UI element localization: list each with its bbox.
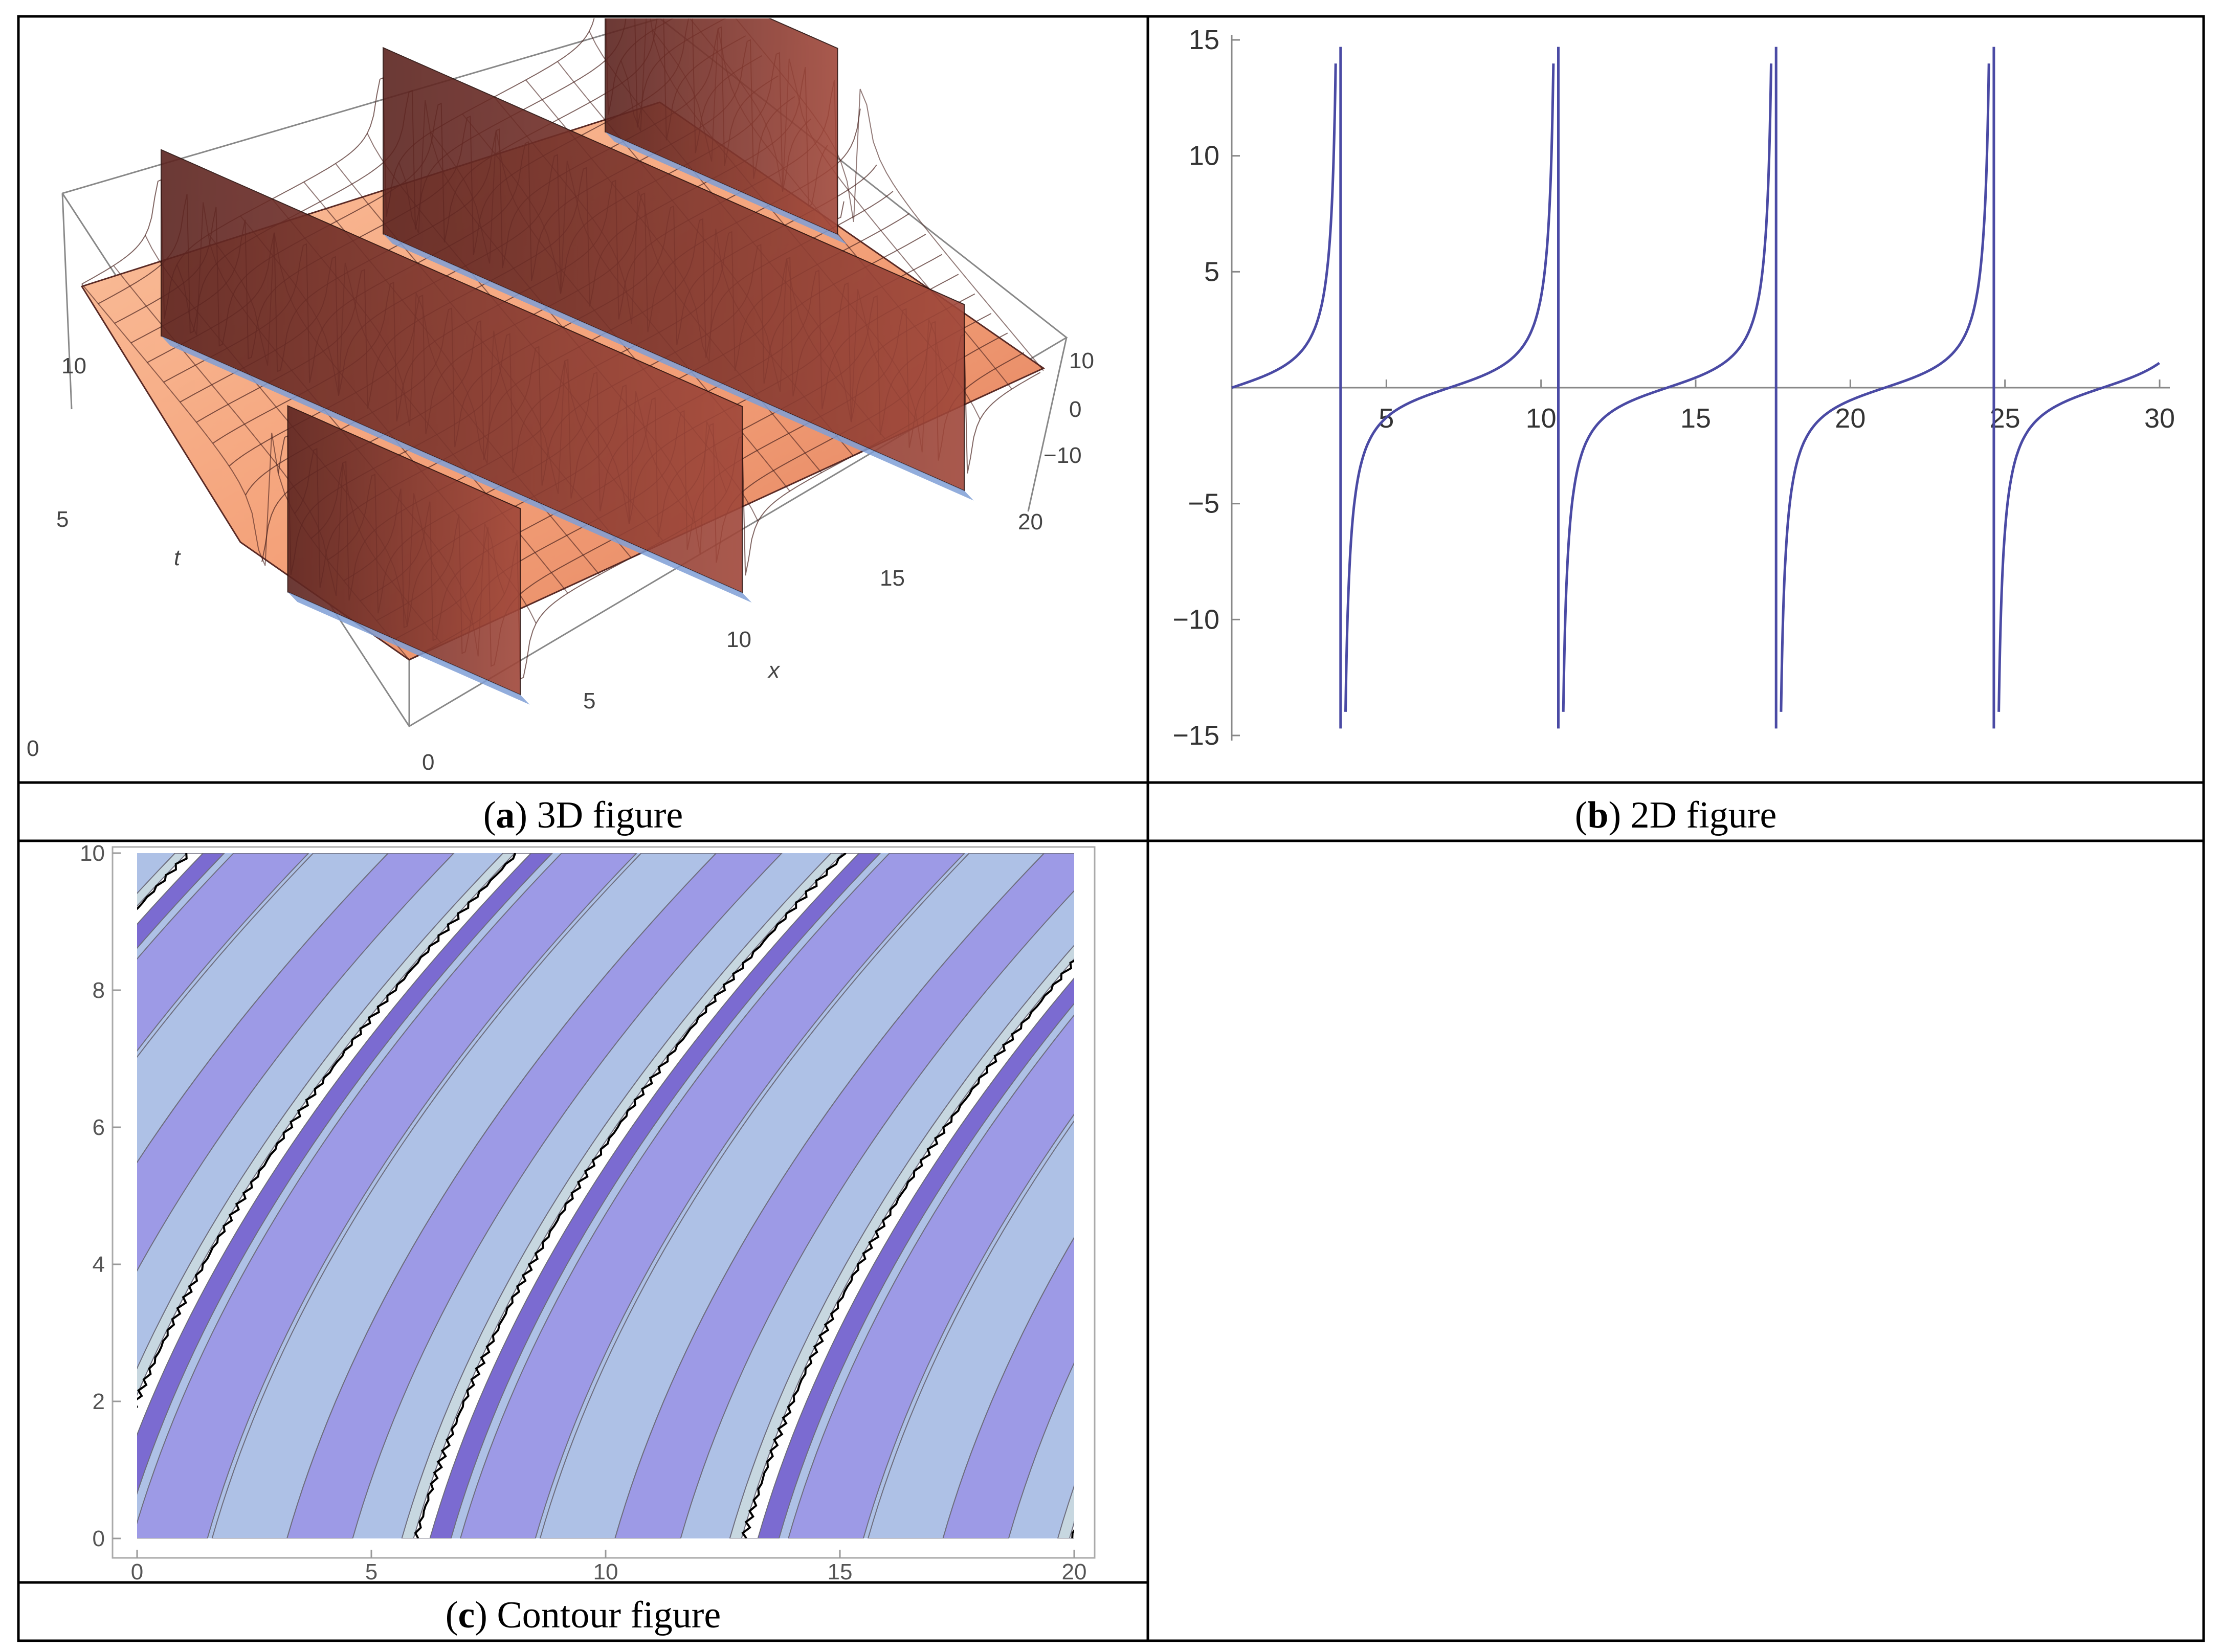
c-x-tick-label: 20 bbox=[1062, 1559, 1087, 1584]
c-singular-line bbox=[741, 959, 1074, 1538]
c-band bbox=[286, 853, 783, 1538]
b-y-tick-label: 15 bbox=[1189, 25, 1219, 55]
panel-contour: 0 5 10 15 20 0 2 4 6 8 10 bbox=[0, 841, 2094, 1584]
axis-x: 0 5 10 15 20 x bbox=[422, 509, 1043, 775]
t-axis-label: t bbox=[174, 545, 181, 570]
b-x-tick-label: 20 bbox=[1835, 403, 1865, 434]
c-band bbox=[1386, 853, 1841, 1538]
c-band bbox=[1069, 1521, 1074, 1538]
underside bbox=[287, 592, 530, 705]
b-y-tick-label: −5 bbox=[1188, 488, 1219, 519]
c-band bbox=[459, 853, 966, 1538]
caption-a: (a) 3D figure bbox=[483, 794, 683, 836]
c-x-tick-label: 15 bbox=[828, 1559, 853, 1584]
c-band bbox=[1445, 853, 1949, 1538]
c-ticks: 0 5 10 15 20 0 2 4 6 8 10 bbox=[80, 841, 1086, 1584]
caption-c: (c) Contour figure bbox=[446, 1594, 721, 1636]
c-band bbox=[1524, 853, 2028, 1538]
x-tick-3: 15 bbox=[880, 566, 905, 591]
c-band bbox=[137, 853, 389, 1164]
underside bbox=[383, 234, 974, 501]
c-y-tick-label: 0 bbox=[93, 1526, 105, 1551]
b-x-tick-label: 10 bbox=[1526, 403, 1557, 434]
c-band bbox=[1196, 853, 1700, 1538]
underside bbox=[605, 131, 847, 244]
c-singular-line bbox=[1398, 853, 1829, 1538]
c-band bbox=[788, 1014, 1074, 1538]
b-y-tick-label: 5 bbox=[1204, 256, 1219, 287]
c-frame bbox=[112, 846, 1096, 1559]
c-y-tick-label: 8 bbox=[93, 978, 105, 1003]
b-x-tick-label: 15 bbox=[1680, 403, 1711, 434]
b-y-tick-label: −10 bbox=[1172, 604, 1219, 635]
c-band bbox=[0, 853, 60, 1538]
x-tick-0: 0 bbox=[422, 750, 434, 775]
underside bbox=[161, 336, 752, 603]
x-axis-label: x bbox=[767, 658, 781, 683]
c-band bbox=[1116, 853, 1620, 1538]
c-band bbox=[429, 853, 881, 1538]
c-band bbox=[1086, 853, 1536, 1538]
z-tick-1: 0 bbox=[1069, 397, 1081, 422]
z-tick-2: −10 bbox=[1043, 443, 1082, 468]
c-band bbox=[137, 853, 637, 1538]
t-tick-2: 10 bbox=[61, 353, 86, 378]
c-band bbox=[942, 1236, 1074, 1538]
x-tick-4: 20 bbox=[1018, 509, 1043, 534]
b-curve bbox=[1231, 47, 2161, 729]
axis-z: 10 0 −10 bbox=[1043, 348, 1094, 468]
c-singular-line bbox=[1071, 1521, 1074, 1538]
b-y-tick-label: 10 bbox=[1189, 141, 1219, 171]
b-y-tick-label: −15 bbox=[1172, 720, 1219, 751]
c-band bbox=[1271, 853, 1766, 1538]
t-tick-1: 5 bbox=[56, 507, 69, 532]
table-grid bbox=[17, 15, 2205, 1642]
c-band bbox=[1397, 853, 1846, 1538]
c-y-tick-label: 4 bbox=[93, 1252, 105, 1277]
c-x-tick-label: 0 bbox=[131, 1559, 143, 1584]
c-y-tick-label: 6 bbox=[93, 1115, 105, 1140]
c-singular-line bbox=[137, 853, 517, 1408]
z-tick-0: 10 bbox=[1069, 348, 1094, 373]
c-band bbox=[1414, 853, 1864, 1538]
c-band bbox=[1599, 853, 2094, 1538]
b-x-tick-label: 30 bbox=[2144, 403, 2175, 434]
x-tick-2: 10 bbox=[726, 627, 751, 652]
c-y-tick-label: 10 bbox=[80, 841, 105, 866]
axis-t: 0 5 10 t bbox=[27, 353, 181, 761]
c-x-tick-label: 5 bbox=[365, 1559, 377, 1584]
x-tick-1: 5 bbox=[583, 688, 595, 713]
caption-b: (b) 2D figure bbox=[1575, 794, 1777, 836]
c-band bbox=[137, 853, 309, 1052]
surface-ridges bbox=[161, 18, 974, 705]
c-band bbox=[757, 977, 1074, 1538]
t-tick-0: 0 bbox=[27, 736, 39, 761]
c-y-tick-label: 2 bbox=[93, 1389, 105, 1414]
c-band bbox=[137, 853, 202, 923]
c-x-tick-label: 10 bbox=[593, 1559, 618, 1584]
panel-3d-surface: 0 5 10 t 0 5 10 15 20 x 10 0 −10 bbox=[27, 18, 1094, 775]
b-axes bbox=[1231, 35, 2170, 741]
c-band bbox=[1057, 1484, 1074, 1538]
c-band bbox=[614, 853, 1074, 1538]
c-contour-lines bbox=[137, 853, 1829, 1538]
c-bands bbox=[0, 853, 2094, 1538]
c-band bbox=[137, 853, 553, 1495]
c-singular-line bbox=[414, 853, 847, 1538]
